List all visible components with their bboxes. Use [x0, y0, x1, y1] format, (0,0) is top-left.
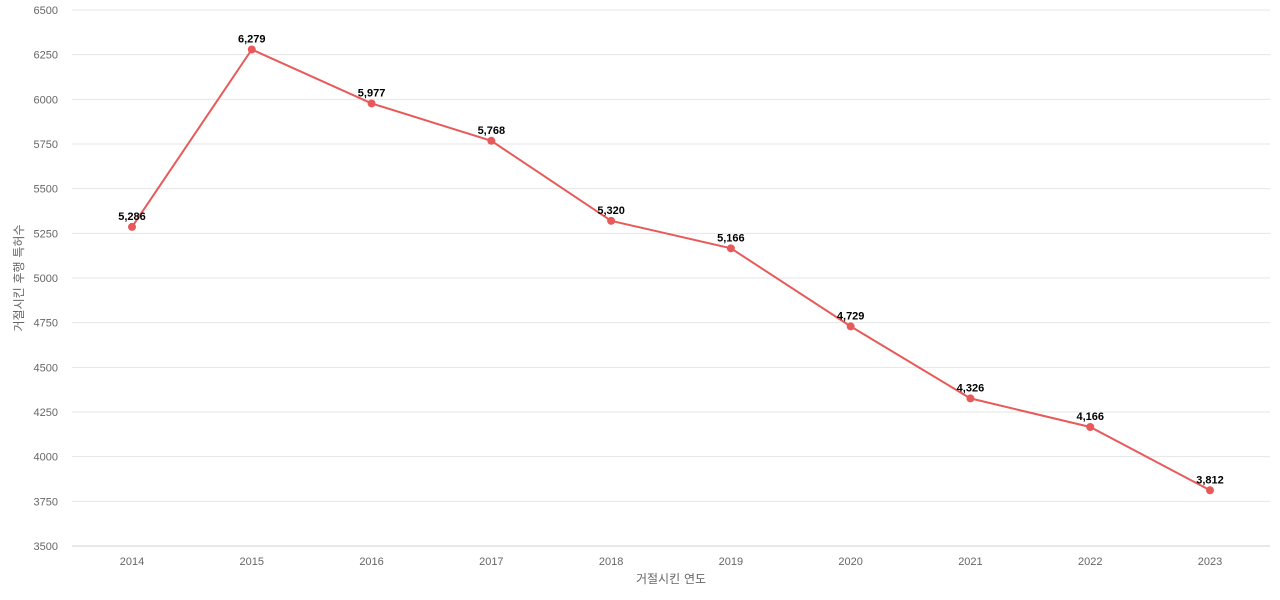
y-tick-label: 6250 [34, 50, 58, 62]
y-tick-label: 6500 [34, 5, 58, 17]
data-label: 5,977 [358, 87, 386, 99]
x-tick-label: 2017 [479, 556, 503, 568]
x-tick-label: 2019 [719, 556, 743, 568]
y-tick-label: 3500 [34, 541, 58, 553]
x-tick-label: 2014 [120, 556, 144, 568]
y-tick-label: 5750 [34, 139, 58, 151]
y-tick-label: 6000 [34, 94, 58, 106]
data-label-layer: 5,286 6,279 5,977 5,768 5,320 5,166 4,729 4,326… [118, 33, 1224, 486]
x-tick-label: 2018 [599, 556, 623, 568]
data-label: 6,279 [238, 33, 266, 45]
x-tick-label: 2021 [958, 556, 982, 568]
data-point[interactable] [846, 322, 855, 331]
y-tick-label: 4000 [34, 452, 58, 464]
y-tick-label: 4500 [34, 362, 58, 374]
data-point[interactable] [247, 45, 256, 54]
x-tick-label: 2022 [1078, 556, 1102, 568]
data-label: 4,166 [1076, 411, 1104, 423]
data-label: 4,326 [957, 382, 985, 394]
data-label: 3,812 [1196, 474, 1224, 486]
x-axis-title: 거절시킨 연도 [636, 572, 706, 586]
y-tick-label: 5250 [34, 228, 58, 240]
x-tick-label: 2016 [359, 556, 383, 568]
data-point[interactable] [487, 136, 496, 145]
data-point[interactable] [128, 222, 136, 231]
data-label: 4,729 [837, 310, 865, 322]
data-label: 5,768 [478, 125, 506, 137]
y-tick-label: 3750 [34, 496, 58, 508]
y-axis-title: 거절시킨 후행 특허수 [11, 225, 26, 332]
y-axis-ticks: 3500 3750 4000 4250 4500 4750 5000 5250 5500 5750… [34, 5, 58, 553]
data-point[interactable] [1206, 486, 1214, 495]
y-tick-label: 4750 [34, 318, 58, 330]
y-tick-label: 4250 [34, 407, 58, 419]
data-label: 5,166 [717, 232, 745, 244]
x-tick-label: 2023 [1198, 556, 1222, 568]
x-tick-label: 2020 [838, 556, 862, 568]
series-line [131, 48, 1211, 492]
data-point[interactable] [726, 244, 735, 253]
data-point[interactable] [1086, 423, 1095, 432]
x-axis-ticks: 2014 2015 2016 2017 2018 2019 2020 2021 2022 2023 [120, 556, 1222, 568]
series-layer [128, 45, 1214, 495]
data-point[interactable] [367, 99, 376, 108]
data-label: 5,320 [597, 205, 625, 217]
data-label: 5,286 [118, 211, 146, 223]
data-point[interactable] [966, 394, 975, 403]
y-tick-label: 5000 [34, 273, 58, 285]
data-point[interactable] [607, 216, 616, 225]
grid-layer [72, 9, 1270, 547]
y-tick-label: 5500 [34, 184, 58, 196]
x-tick-label: 2015 [240, 556, 264, 568]
